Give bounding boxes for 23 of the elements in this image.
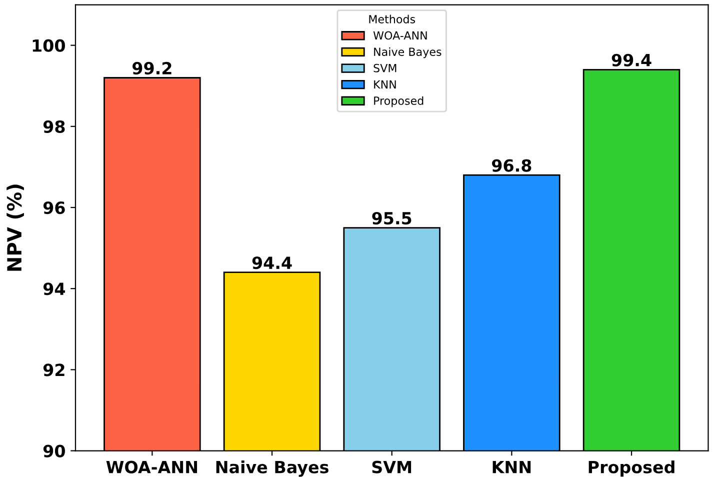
y-tick-label: 94 [43, 282, 66, 296]
legend-label: SVM [374, 64, 396, 72]
y-tick-label: 92 [43, 364, 64, 376]
x-tick-label: SVM [372, 460, 412, 474]
data-label: 99.2 [132, 62, 172, 75]
x-tick-label: KNN [492, 461, 531, 474]
y-tick-label: 98 [43, 120, 65, 133]
y-tick-label: 90 [43, 444, 65, 458]
data-label: 99.4 [612, 54, 652, 66]
legend-label: KNN [374, 80, 396, 88]
data-label: 96.8 [492, 159, 532, 172]
legend-title: Methods [369, 14, 416, 24]
legend-label: WOA-ANN [373, 31, 427, 40]
y-axis-title: NPV (%) [6, 184, 24, 271]
legend-label: Proposed [374, 96, 424, 108]
data-label: 94.4 [252, 256, 292, 270]
x-tick-label: Proposed [588, 460, 674, 477]
x-tick-label: WOA-ANN [106, 460, 198, 474]
x-tick-label: Naive Bayes [216, 460, 328, 477]
y-tick-label: 96 [43, 201, 65, 214]
data-label: 95.5 [372, 212, 412, 225]
legend-label: Naive Bayes [374, 47, 442, 58]
y-tick-label: 100 [32, 39, 65, 52]
